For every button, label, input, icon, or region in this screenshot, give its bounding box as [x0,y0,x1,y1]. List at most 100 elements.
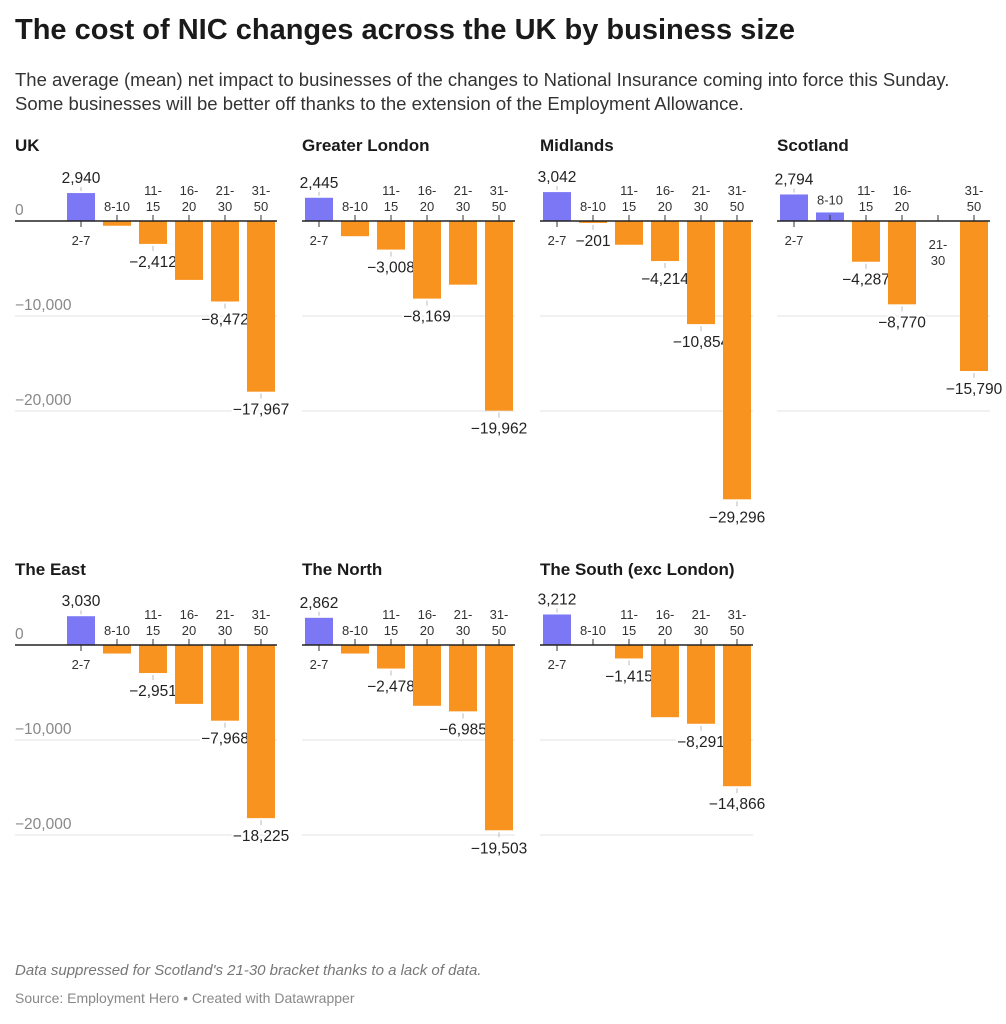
y-tick-label: −10,000 [15,297,72,314]
chart-subtitle: The average (mean) net impact to busines… [15,69,950,114]
category-label: 8-10 [104,199,130,214]
value-label: 3,030 [62,593,101,610]
bar-31-50 [247,645,275,819]
bar-8-10 [341,221,369,237]
value-label: 2,445 [300,175,339,192]
category-label: 8-10 [342,623,368,638]
category-label: 2-7 [548,233,567,248]
panel-title: The East [15,560,86,579]
category-label: 31- [252,183,271,198]
bar-2-7 [543,192,571,221]
category-label: 8-10 [817,192,843,207]
category-label: 16- [893,183,912,198]
bar-11-15 [139,645,167,674]
category-label: 15 [146,623,160,638]
chart-source: Source: Employment Hero • Created with D… [15,990,355,1006]
bar-31-50 [723,221,751,500]
category-label: 15 [384,623,398,638]
bar-8-10 [341,645,369,654]
bar-11-15 [852,221,880,262]
category-label: 16- [418,183,437,198]
value-label: −8,169 [403,309,451,326]
value-label: −3,008 [367,260,415,277]
panel-title: The South (exc London) [540,560,735,579]
category-label: 11- [620,183,638,198]
category-label: 31- [490,607,509,622]
bar-21-30 [449,645,477,712]
category-label: 21- [454,607,473,622]
panel-title: The North [302,560,382,579]
value-label: −8,472 [201,311,249,328]
category-label: 16- [418,607,437,622]
y-tick-label: −10,000 [15,721,72,738]
bar-31-50 [485,221,513,411]
category-label: 2-7 [310,233,329,248]
value-label: −8,291 [677,734,725,751]
category-label: 31- [728,183,747,198]
category-label: 2-7 [548,657,567,672]
value-label: 2,794 [775,171,814,188]
category-label: 15 [622,623,636,638]
bar-16-20 [413,645,441,706]
category-label: 50 [492,199,506,214]
value-label: −6,985 [439,721,487,738]
y-tick-label: 0 [15,202,24,219]
category-label: 50 [254,623,268,638]
value-label: −7,968 [201,731,249,748]
category-label: 2-7 [72,657,91,672]
y-tick-label: 0 [15,626,24,643]
category-label: 11- [382,607,400,622]
value-label: −19,503 [471,840,527,857]
value-label: 3,212 [538,591,577,608]
bar-31-50 [960,221,988,372]
category-label: 21- [692,607,711,622]
category-label: 50 [254,199,268,214]
bar-11-15 [377,645,405,669]
category-label: 15 [859,199,873,214]
bar-8-10 [103,645,131,654]
category-label: 50 [730,623,744,638]
category-label: 50 [492,623,506,638]
category-label: 30 [218,623,232,638]
panel-title: Midlands [540,136,614,155]
category-label: 20 [420,623,434,638]
value-label: −10,854 [673,334,730,351]
bar-2-7 [305,617,333,645]
bar-21-30 [687,221,715,325]
value-label: −2,951 [129,683,177,700]
value-label: 2,862 [300,595,339,612]
value-label: −14,866 [709,796,765,813]
bar-2-7 [67,616,95,645]
category-label: 20 [420,199,434,214]
value-label: −18,225 [233,828,289,845]
chart-note: Data suppressed for Scotland's 21-30 bra… [15,962,482,979]
y-tick-label: −20,000 [15,392,72,409]
value-label: 3,042 [538,169,577,186]
category-label: 16- [180,607,199,622]
value-label: −19,962 [471,421,527,438]
bar-8-10 [579,221,607,223]
category-label: 2-7 [310,657,329,672]
category-label: 8-10 [342,199,368,214]
category-label: 30 [694,199,708,214]
bar-11-15 [139,221,167,244]
category-label: 31- [490,183,509,198]
category-label: 50 [730,199,744,214]
bar-21-30 [211,645,239,721]
bar-16-20 [175,645,203,704]
bar-21-30 [211,221,239,302]
bar-2-7 [543,614,571,645]
bar-11-15 [615,645,643,659]
bar-21-30 [449,221,477,285]
category-label: 11- [144,183,162,198]
bar-2-7 [305,197,333,221]
value-label: −29,296 [709,509,765,526]
bar-31-50 [723,645,751,787]
bar-16-20 [413,221,441,299]
panel-title: UK [15,136,40,155]
bar-2-7 [67,193,95,221]
bar-16-20 [651,645,679,718]
bar-11-15 [377,221,405,250]
chart-title: The cost of NIC changes across the UK by… [15,14,795,46]
category-label: 11- [620,607,638,622]
